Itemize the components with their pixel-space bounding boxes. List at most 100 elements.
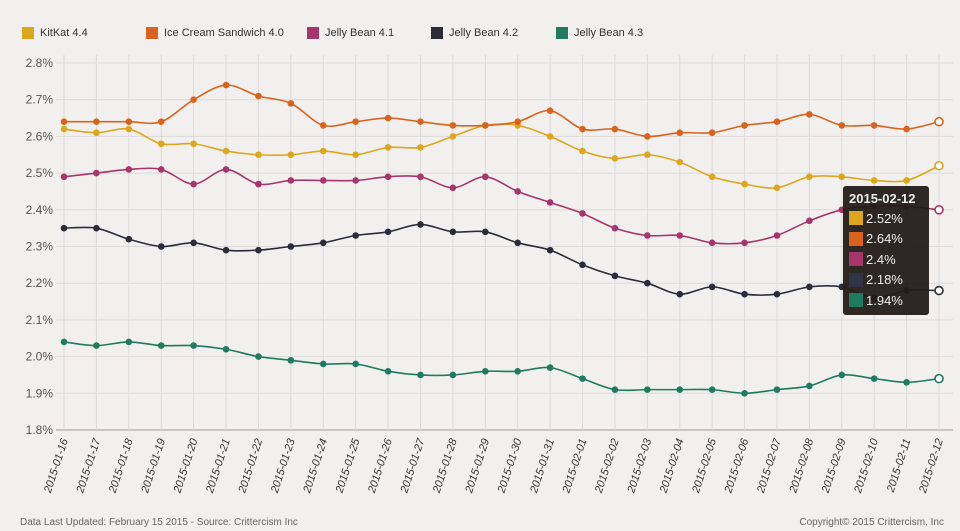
tooltip-swatch — [849, 293, 863, 308]
legend-swatch — [431, 27, 443, 39]
data-point — [514, 118, 522, 126]
data-point — [903, 378, 910, 386]
legend-item-jb41[interactable]: Jelly Bean 4.1 — [307, 27, 394, 39]
data-point — [838, 122, 846, 129]
data-point — [741, 239, 748, 247]
data-point — [708, 239, 716, 247]
data-point — [287, 100, 295, 107]
data-point — [579, 147, 586, 155]
legend-swatch — [556, 27, 568, 39]
data-point — [676, 158, 684, 166]
y-tick-label: 1.8% — [26, 423, 54, 437]
x-tick-label: 2015-02-03 — [625, 436, 654, 495]
x-tick-label: 2015-01-30 — [495, 436, 524, 495]
y-tick-label: 1.9% — [26, 386, 54, 400]
data-point — [190, 342, 197, 349]
data-point — [222, 345, 230, 353]
x-tick-label: 2015-01-23 — [269, 436, 298, 495]
data-point — [514, 367, 522, 375]
data-point — [676, 129, 684, 137]
legend-label: Ice Cream Sandwich 4.0 — [164, 27, 284, 39]
tooltip-row: 1.94% — [849, 290, 929, 311]
data-point — [773, 386, 781, 393]
data-point — [546, 246, 554, 254]
tooltip-value: 2.4% — [866, 251, 896, 267]
legend-item-kitkat[interactable]: KitKat 4.4 — [22, 27, 88, 39]
data-point — [417, 371, 424, 379]
data-point — [579, 125, 586, 133]
data-point — [870, 122, 878, 129]
x-tick-label: 2015-02-05 — [690, 436, 719, 495]
data-point — [741, 390, 748, 397]
data-point — [708, 386, 716, 393]
tooltip-row: 2.4% — [849, 249, 929, 270]
x-tick-label: 2015-01-17 — [74, 436, 103, 495]
data-point — [708, 173, 716, 181]
x-tick-label: 2015-01-22 — [236, 437, 265, 495]
data-point — [352, 177, 359, 184]
data-point — [546, 364, 554, 371]
data-point — [934, 160, 944, 171]
data-point — [449, 228, 457, 236]
legend-item-jb42[interactable]: Jelly Bean 4.2 — [431, 27, 518, 39]
footer-copyright: Copyright© 2015 Crittercism, Inc — [799, 517, 944, 528]
data-point — [579, 375, 586, 382]
y-tick-label: 2.2% — [26, 276, 54, 290]
x-tick-label: 2015-02-09 — [820, 437, 849, 495]
data-point — [384, 228, 392, 236]
data-point — [449, 122, 457, 129]
data-point — [319, 177, 327, 184]
tooltip-row: 2.64% — [849, 229, 929, 250]
data-point — [773, 290, 781, 298]
legend-label: KitKat 4.4 — [40, 27, 88, 39]
tooltip-swatch — [849, 211, 863, 226]
legend: KitKat 4.4 Ice Cream Sandwich 4.0 Jelly … — [0, 27, 960, 43]
x-tick-label: 2015-02-02 — [593, 437, 622, 495]
legend-item-jb43[interactable]: Jelly Bean 4.3 — [556, 27, 643, 39]
data-point — [352, 118, 359, 126]
tooltip-value: 1.94% — [866, 292, 903, 308]
data-point — [287, 177, 295, 184]
x-tick-label: 2015-02-11 — [885, 437, 914, 494]
y-tick-label: 2.5% — [26, 166, 54, 180]
legend-item-ics[interactable]: Ice Cream Sandwich 4.0 — [146, 27, 284, 39]
data-point — [449, 184, 457, 192]
data-point — [773, 232, 781, 239]
data-point — [903, 125, 910, 133]
data-point — [125, 118, 133, 126]
data-point — [934, 205, 944, 215]
data-point — [611, 155, 619, 162]
data-point — [222, 166, 230, 173]
data-point — [514, 188, 522, 195]
data-point — [190, 96, 197, 103]
data-point — [417, 144, 424, 151]
data-point — [319, 239, 327, 247]
data-point — [934, 116, 944, 127]
data-point — [514, 239, 522, 247]
data-point — [60, 173, 68, 181]
x-tick-label: 2015-01-19 — [139, 437, 168, 495]
data-point — [741, 122, 748, 129]
data-point — [676, 232, 684, 239]
data-point — [579, 261, 586, 269]
tooltip-value: 2.64% — [866, 231, 903, 247]
x-tick-label: 2015-02-10 — [852, 436, 881, 495]
data-point — [384, 367, 392, 375]
data-point — [157, 166, 165, 173]
y-tick-label: 2.8% — [26, 56, 54, 70]
data-point — [417, 118, 424, 126]
data-point — [60, 125, 68, 133]
data-point — [384, 114, 392, 122]
data-point — [611, 386, 619, 393]
data-point — [806, 111, 813, 118]
data-point — [741, 290, 748, 298]
data-point — [870, 177, 878, 184]
data-point — [676, 386, 684, 393]
tooltip-swatch — [849, 231, 863, 246]
legend-swatch — [146, 27, 158, 39]
x-tick-label: 2015-01-16 — [42, 436, 71, 495]
data-point — [125, 166, 133, 173]
x-tick-label: 2015-01-25 — [333, 436, 362, 495]
data-point — [255, 151, 262, 159]
x-tick-label: 2015-01-28 — [431, 436, 460, 495]
